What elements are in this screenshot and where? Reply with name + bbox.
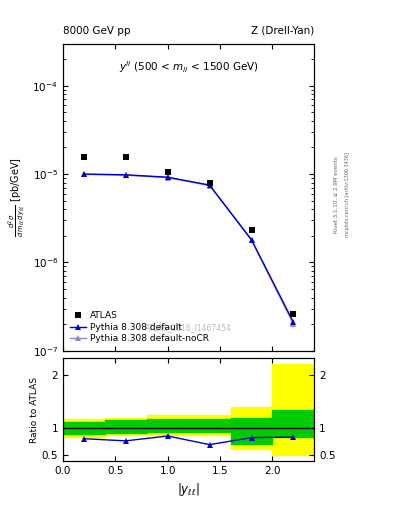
Pythia 8.308 default [123, 172, 128, 178]
Text: 8000 GeV pp: 8000 GeV pp [63, 26, 130, 36]
Y-axis label: Ratio to ATLAS: Ratio to ATLAS [30, 377, 39, 442]
Pythia 8.308 default-noCR [165, 175, 170, 181]
Text: Rivet 3.1.10, ≥ 2.9M events: Rivet 3.1.10, ≥ 2.9M events [334, 156, 338, 233]
Pythia 8.308 default-noCR [249, 237, 254, 243]
Text: ATLAS_2016_I1467454: ATLAS_2016_I1467454 [145, 323, 232, 332]
Line: Pythia 8.308 default-noCR: Pythia 8.308 default-noCR [81, 172, 296, 327]
ATLAS [165, 169, 170, 175]
Legend: ATLAS, Pythia 8.308 default, Pythia 8.308 default-noCR: ATLAS, Pythia 8.308 default, Pythia 8.30… [67, 308, 212, 346]
ATLAS [249, 227, 254, 233]
ATLAS [123, 154, 128, 160]
Pythia 8.308 default [81, 171, 86, 177]
Pythia 8.308 default [291, 319, 296, 325]
Pythia 8.308 default [165, 174, 170, 180]
ATLAS [291, 311, 296, 317]
Pythia 8.308 default-noCR [291, 321, 296, 327]
Line: Pythia 8.308 default: Pythia 8.308 default [81, 171, 296, 325]
Text: mcplots.cern.ch [arXiv:1306.3436]: mcplots.cern.ch [arXiv:1306.3436] [345, 152, 350, 237]
Pythia 8.308 default-noCR [81, 172, 86, 178]
Pythia 8.308 default [207, 182, 212, 188]
Text: Z (Drell-Yan): Z (Drell-Yan) [251, 26, 314, 36]
ATLAS [81, 154, 86, 160]
Pythia 8.308 default-noCR [207, 182, 212, 188]
ATLAS [207, 180, 212, 186]
Pythia 8.308 default [249, 237, 254, 243]
Line: ATLAS: ATLAS [80, 154, 297, 317]
Y-axis label: $\frac{d^2\sigma}{d\,m_{\ell\ell}\,d\,y_{\ell\ell}}$ [pb/GeV]: $\frac{d^2\sigma}{d\,m_{\ell\ell}\,d\,y_… [6, 157, 27, 237]
Text: $y^{ll}$ (500 < $m_{ll}$ < 1500 GeV): $y^{ll}$ (500 < $m_{ll}$ < 1500 GeV) [119, 59, 259, 75]
Pythia 8.308 default-noCR [123, 172, 128, 178]
X-axis label: $|y_{\ell\ell}|$: $|y_{\ell\ell}|$ [177, 481, 200, 498]
